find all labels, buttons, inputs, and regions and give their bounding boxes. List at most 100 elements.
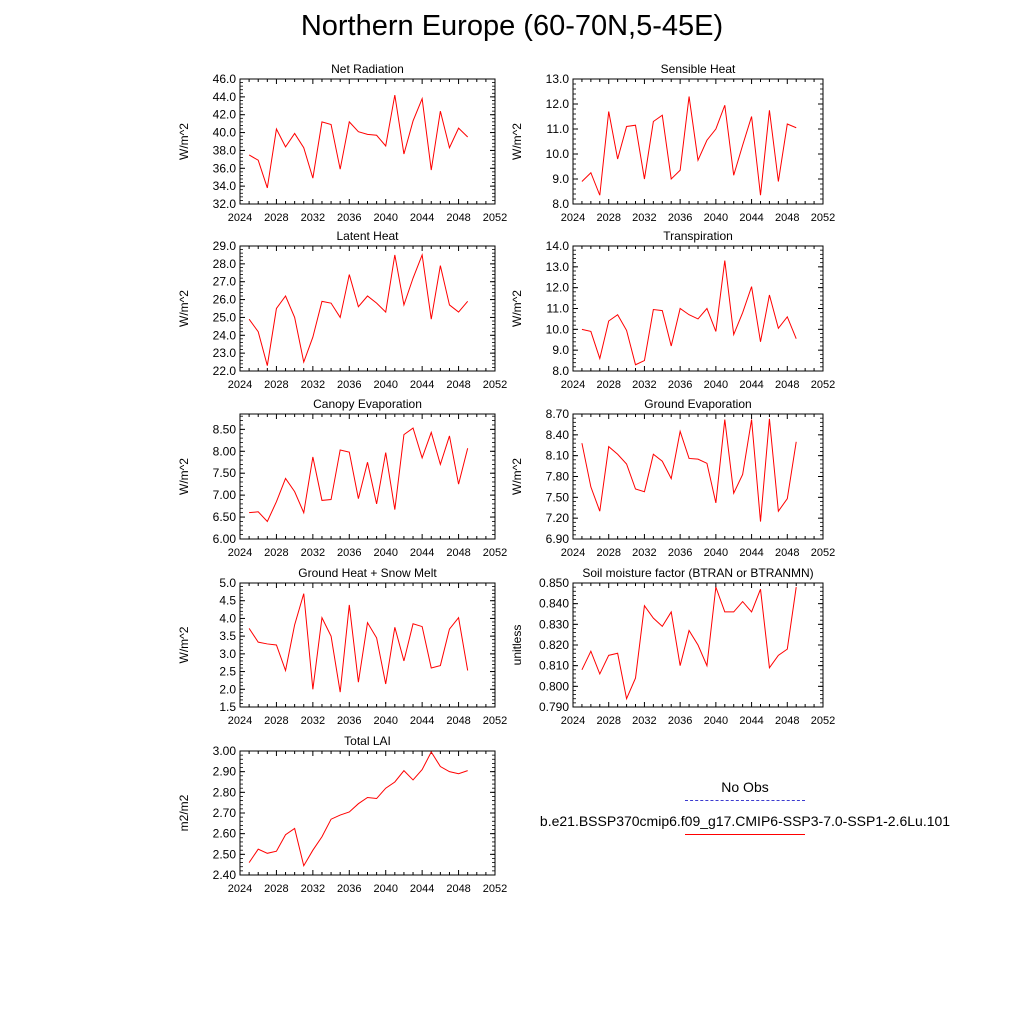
y-tick-label: 2.50 (213, 847, 237, 861)
x-tick-label: 2052 (483, 715, 507, 727)
chart-panel: Ground Heat + Snow Melt W/m^2 2024 2028 2032… (177, 566, 507, 727)
x-tick-label: 2036 (668, 715, 692, 727)
y-tick-label: 6.50 (213, 510, 237, 524)
x-tick-label: 2052 (811, 379, 835, 391)
x-tick-label: 2040 (704, 379, 728, 391)
y-axis-label: unitless (510, 625, 524, 666)
y-tick-label: 10.0 (546, 322, 570, 336)
y-tick-label: 12.0 (546, 281, 570, 295)
x-tick-label: 2048 (775, 715, 799, 727)
x-tick-label: 2052 (811, 212, 835, 224)
chart-title: Sensible Heat (661, 62, 736, 76)
series-line (581, 418, 797, 522)
y-tick-label: 12.0 (546, 97, 570, 111)
y-tick-label: 0.800 (539, 679, 569, 693)
x-tick-label: 2028 (264, 379, 288, 391)
y-tick-label: 28.0 (213, 257, 237, 271)
x-tick-label: 2028 (264, 715, 288, 727)
x-tick-label: 2052 (811, 715, 835, 727)
y-axis-label: W/m^2 (510, 290, 524, 327)
y-tick-label: 2.5 (219, 665, 236, 679)
chart-title: Net Radiation (331, 62, 404, 76)
x-tick-label: 2024 (228, 883, 252, 895)
y-tick-label: 29.0 (213, 239, 237, 253)
page-title: Northern Europe (60-70N,5-45E) (300, 10, 724, 42)
legend-label-no-obs: No Obs (721, 779, 769, 795)
series-line (581, 586, 797, 701)
plot-frame (239, 245, 496, 372)
y-tick-label: 9.0 (552, 343, 569, 357)
x-tick-label: 2032 (301, 547, 325, 559)
chart-title: Soil moisture factor (BTRAN or BTRANMN) (582, 566, 813, 580)
y-axis-label: W/m^2 (177, 290, 191, 327)
x-tick-label: 2036 (337, 715, 361, 727)
y-axis-label: W/m^2 (177, 626, 191, 663)
x-tick-label: 2028 (596, 715, 620, 727)
series-line (248, 593, 469, 693)
y-axis-label: m2/m2 (177, 794, 191, 831)
y-axis-label: W/m^2 (177, 123, 191, 160)
x-tick-label: 2028 (264, 212, 288, 224)
x-tick-label: 2052 (483, 212, 507, 224)
x-tick-label: 2032 (301, 379, 325, 391)
x-tick-label: 2052 (483, 379, 507, 391)
series-line (249, 427, 469, 523)
y-tick-label: 8.00 (213, 444, 237, 458)
y-axis-label: W/m^2 (510, 458, 524, 495)
y-tick-label: 2.60 (213, 827, 237, 841)
y-tick-label: 23.0 (213, 346, 237, 360)
y-tick-label: 4.5 (219, 594, 236, 608)
x-tick-label: 2044 (410, 379, 434, 391)
x-tick-label: 2044 (739, 547, 763, 559)
x-tick-label: 2032 (301, 715, 325, 727)
y-tick-label: 26.0 (213, 293, 237, 307)
plot-frame (572, 78, 824, 205)
y-tick-label: 1.5 (219, 700, 236, 714)
x-tick-label: 2052 (483, 547, 507, 559)
chart-title: Ground Heat + Snow Melt (298, 566, 437, 580)
x-tick-label: 2040 (704, 547, 728, 559)
y-tick-label: 0.840 (539, 597, 569, 611)
chart-panel: Soil moisture factor (BTRAN or BTRANMN) u… (510, 566, 835, 727)
x-tick-label: 2032 (632, 547, 656, 559)
y-tick-label: 11.0 (547, 122, 570, 136)
x-tick-label: 2032 (632, 212, 656, 224)
y-tick-label: 0.850 (539, 576, 569, 590)
x-tick-label: 2024 (561, 547, 585, 559)
y-tick-label: 7.20 (546, 511, 570, 525)
x-tick-label: 2032 (632, 715, 656, 727)
chart-title: Canopy Evaporation (313, 397, 422, 411)
y-tick-label: 2.70 (213, 806, 237, 820)
x-tick-label: 2044 (410, 212, 434, 224)
y-tick-label: 40.0 (213, 126, 237, 140)
y-axis-label: W/m^2 (177, 458, 191, 495)
chart-title: Ground Evaporation (644, 397, 751, 411)
y-tick-label: 7.00 (213, 488, 237, 502)
y-tick-label: 2.90 (213, 765, 237, 779)
chart-panel: Canopy Evaporation W/m^2 2024 2028 2032 2036 2… (177, 397, 507, 559)
series-line (248, 252, 469, 366)
y-tick-label: 2.0 (219, 682, 236, 696)
plot-frame (572, 245, 824, 372)
chart-panel: Net Radiation W/m^2 2024 2028 2032 2036 2040 20… (177, 62, 507, 224)
y-tick-label: 22.0 (213, 364, 237, 378)
series-line (581, 96, 797, 196)
x-tick-label: 2044 (739, 212, 763, 224)
y-tick-label: 10.0 (546, 147, 570, 161)
series-line (581, 260, 797, 366)
y-tick-label: 3.00 (213, 744, 237, 758)
y-tick-label: 11.0 (547, 302, 570, 316)
x-tick-label: 2024 (228, 547, 252, 559)
y-tick-label: 7.50 (546, 490, 570, 504)
y-tick-label: 25.0 (213, 310, 237, 324)
plot-frame (572, 413, 824, 540)
x-tick-label: 2036 (668, 547, 692, 559)
x-tick-label: 2036 (668, 212, 692, 224)
x-tick-label: 2024 (228, 715, 252, 727)
chart-title: Latent Heat (336, 229, 399, 243)
y-tick-label: 6.90 (546, 532, 570, 546)
chart-panel: Ground Evaporation W/m^2 2024 2028 2032 2036 2… (510, 397, 835, 559)
legend: No Obs b.e21.BSSP370cmip6.f09_g17.CMIP6-… (500, 778, 990, 846)
x-tick-label: 2048 (446, 379, 470, 391)
x-tick-label: 2040 (373, 883, 397, 895)
